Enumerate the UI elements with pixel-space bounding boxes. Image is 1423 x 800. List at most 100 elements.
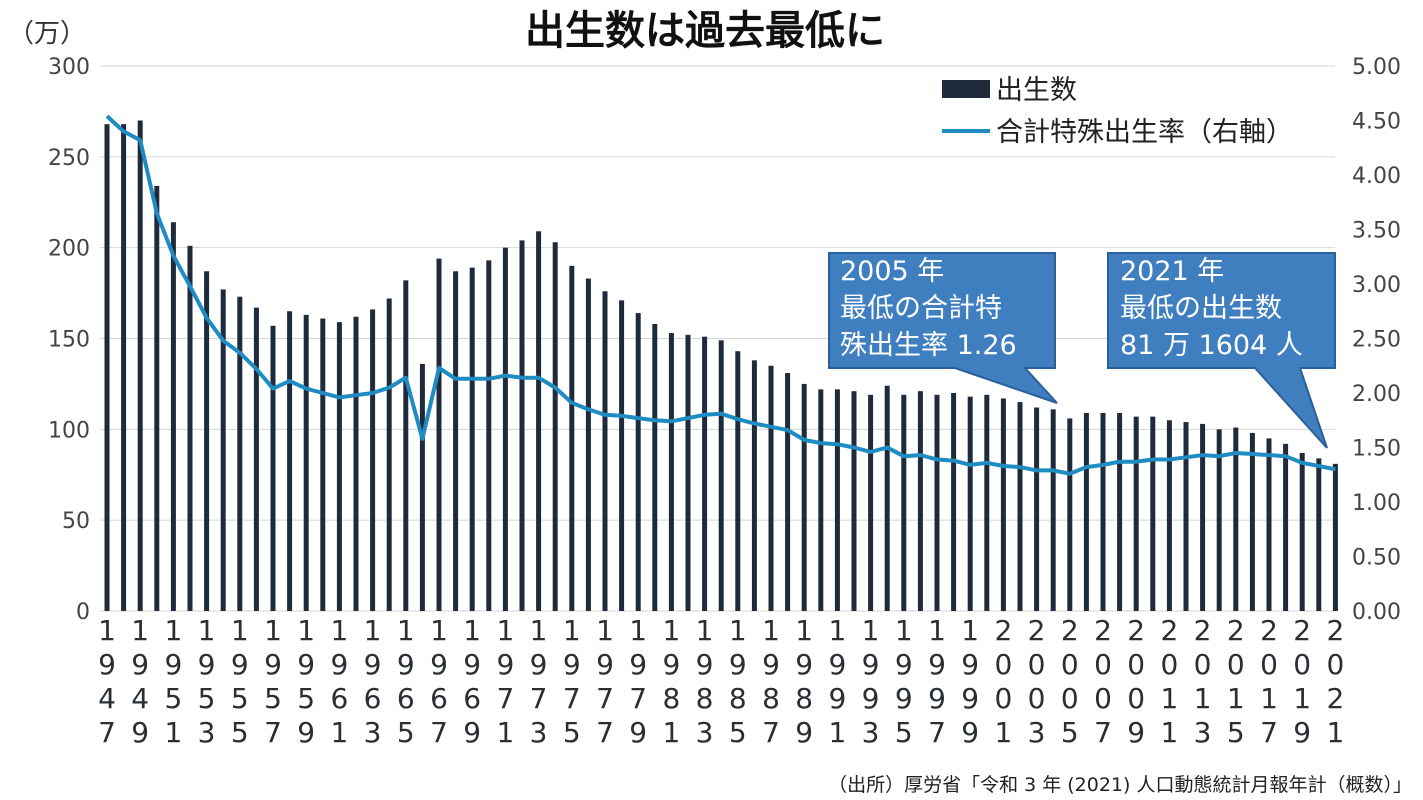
- bar: [1316, 458, 1322, 611]
- bar: [619, 300, 625, 611]
- bar: [336, 322, 342, 611]
- bar: [868, 394, 874, 611]
- right-y-tick-label: 1.50: [1352, 437, 1401, 462]
- bar: [519, 240, 525, 611]
- bar: [1216, 429, 1222, 611]
- bar: [751, 360, 757, 611]
- bar: [1017, 402, 1023, 611]
- legend-bar-swatch: [942, 80, 990, 98]
- bar: [104, 124, 110, 611]
- bar: [137, 120, 143, 611]
- bar: [303, 314, 309, 611]
- bar: [818, 389, 824, 611]
- bar: [502, 247, 508, 611]
- bar: [984, 394, 990, 611]
- bar: [668, 333, 674, 611]
- bar: [702, 336, 708, 611]
- bar: [951, 393, 957, 611]
- bar: [1249, 432, 1255, 611]
- source-note: （出所）厚労省「令和 3 年 (2021) 人口動態統計月報年計（概数）」: [828, 774, 1412, 796]
- right-y-tick-label: 2.50: [1352, 328, 1401, 353]
- bar: [1233, 427, 1239, 611]
- fertility-rate-line: [105, 114, 1336, 476]
- bar: [967, 396, 973, 611]
- bar: [552, 242, 558, 611]
- bar: [917, 391, 923, 611]
- x-axis-ticks: 1 9 4 7 1 9 4 9 1 9 5 1 1 9 5 3 1 9 5 5 1 9 5 7 1 9 5 9 1 9 6 1 1 9 6 3 1 9 6 5…: [98, 614, 1344, 749]
- bar: [419, 363, 425, 611]
- callout-2021-box: [1107, 252, 1336, 449]
- bar: [220, 289, 226, 611]
- bar: [320, 318, 326, 611]
- bar: [121, 124, 127, 611]
- bar: [768, 365, 774, 611]
- left-y-axis-ticks: 0 50 100 150 200 250 300: [48, 55, 90, 625]
- bar: [237, 296, 243, 611]
- right-y-tick-label: 5.00: [1352, 55, 1401, 80]
- callout-2021-line-1: 2021 年: [1120, 256, 1224, 287]
- bar: [154, 185, 160, 611]
- bar: [536, 231, 542, 612]
- left-y-tick-label: 50: [62, 509, 90, 534]
- right-y-axis-ticks: 0.00 0.50 1.00 1.50 2.00 2.50 3.00 3.50 4.00 4.50…: [1352, 55, 1401, 625]
- left-y-tick-label: 300: [48, 55, 90, 80]
- callout-2005-line-3: 殊出生率 1.26: [840, 330, 1017, 361]
- left-axis-unit: （万）: [8, 19, 86, 49]
- bar: [1117, 412, 1123, 611]
- bar: [934, 394, 940, 611]
- bar: [270, 325, 276, 611]
- callout-2005-line-1: 2005 年: [840, 256, 944, 287]
- right-y-tick-label: 4.00: [1352, 164, 1401, 189]
- bar: [386, 298, 392, 611]
- bar: [585, 278, 591, 611]
- bar: [287, 311, 293, 611]
- bar: [469, 267, 475, 611]
- left-y-tick-label: 150: [48, 328, 90, 353]
- bar: [1332, 463, 1338, 611]
- chart-title: 出生数は過去最低に: [525, 8, 885, 54]
- bar: [1034, 407, 1040, 611]
- right-y-tick-label: 3.00: [1352, 273, 1401, 298]
- birth-bars: [104, 120, 1338, 612]
- bar: [1100, 412, 1106, 611]
- bar: [834, 389, 840, 611]
- bar: [436, 258, 442, 611]
- bar: [569, 265, 575, 611]
- legend-bar-label: 出生数: [996, 75, 1077, 106]
- right-y-tick-label: 0.50: [1352, 546, 1401, 571]
- legend: 出生数 合計特殊出生率（右軸）: [942, 75, 1293, 148]
